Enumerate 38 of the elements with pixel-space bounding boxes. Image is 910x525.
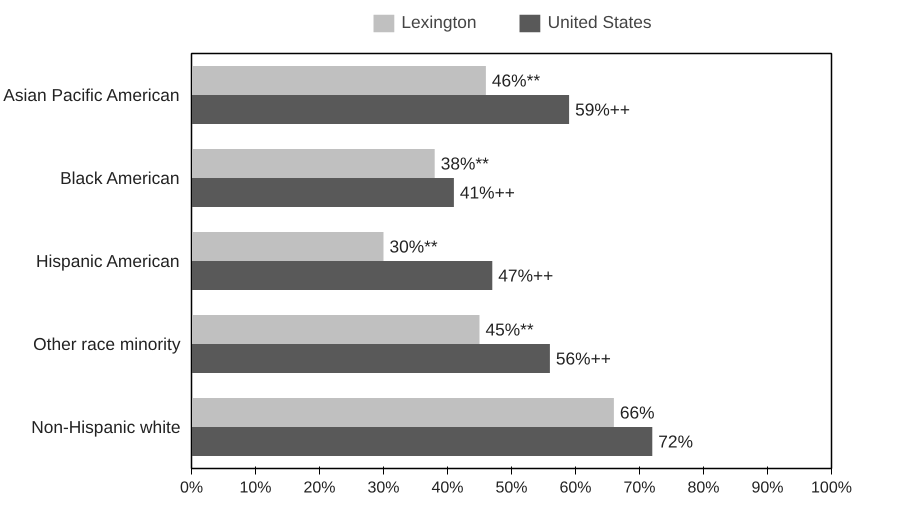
data-label: 66% (620, 402, 655, 422)
legend-label: United States (548, 12, 652, 33)
bar (192, 66, 486, 95)
y-tick-label: Hispanic American (36, 251, 180, 271)
data-label: 45%** (486, 319, 534, 340)
bar (192, 261, 492, 290)
y-tick-label: Non-Hispanic white (31, 417, 181, 437)
x-tick-label: 90% (751, 480, 784, 496)
x-tick-label: 0% (180, 480, 204, 496)
x-tick-label: 60% (559, 480, 592, 496)
x-tick-label: 30% (367, 480, 400, 496)
x-tick-label: 20% (303, 480, 336, 496)
x-tick-label: 70% (623, 480, 656, 496)
bar (192, 178, 454, 208)
bar (192, 232, 384, 261)
data-label: 72% (658, 432, 693, 452)
bar (192, 398, 614, 427)
bar (192, 95, 570, 124)
legend-label: Lexington (401, 12, 477, 33)
data-label: 46%** (492, 70, 540, 90)
x-tick-label: 80% (687, 480, 720, 496)
data-label: 47%++ (498, 266, 554, 286)
x-tick-label: 10% (239, 480, 272, 496)
data-label: 56%++ (556, 348, 611, 369)
x-tick-label: 100% (811, 480, 852, 496)
x-tick-label: 50% (495, 480, 528, 496)
y-tick-label: Asian Pacific American (3, 85, 180, 105)
data-label: 59%++ (575, 100, 630, 120)
y-tick-label: Black American (60, 168, 180, 188)
data-label: 30%** (390, 236, 438, 256)
data-label: 38%** (440, 153, 490, 174)
x-tick-label: 40% (431, 480, 464, 496)
y-tick-label: Other race minority (33, 334, 181, 354)
bar (192, 148, 435, 178)
bar (192, 344, 550, 374)
bar (192, 314, 480, 344)
data-label: 41%++ (460, 182, 515, 203)
bar (192, 427, 652, 456)
